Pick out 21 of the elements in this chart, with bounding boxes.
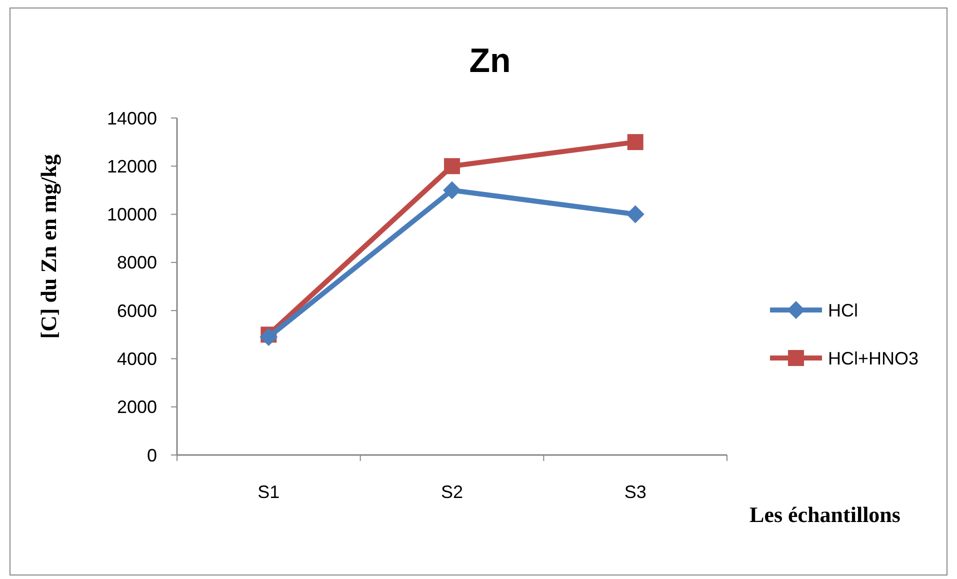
legend-label: HCl (828, 300, 858, 320)
y-tick-label: 6000 (116, 300, 157, 321)
chart-title: Zn (469, 42, 511, 80)
y-tick-label: 10000 (106, 204, 157, 225)
y-tick-label: 0 (146, 445, 157, 466)
x-tick-label: S1 (258, 482, 280, 502)
y-axis-title: [C] du Zn en mg/kg (36, 154, 61, 339)
x-tick-label: S3 (624, 482, 646, 502)
point (444, 158, 460, 174)
y-tick-label: 4000 (116, 349, 157, 370)
point (627, 134, 644, 150)
point (626, 205, 644, 224)
point (443, 181, 461, 200)
y-tick-label: 14000 (106, 108, 157, 128)
legend-label: HCl+HNO3 (828, 348, 919, 368)
point (260, 328, 278, 346)
x-axis-title: Les échantillons (750, 502, 901, 527)
y-tick-label: 2000 (116, 397, 157, 418)
y-tick-label: 12000 (106, 156, 157, 176)
x-tick-label: S2 (440, 482, 464, 502)
y-tick-label: 8000 (116, 252, 157, 273)
